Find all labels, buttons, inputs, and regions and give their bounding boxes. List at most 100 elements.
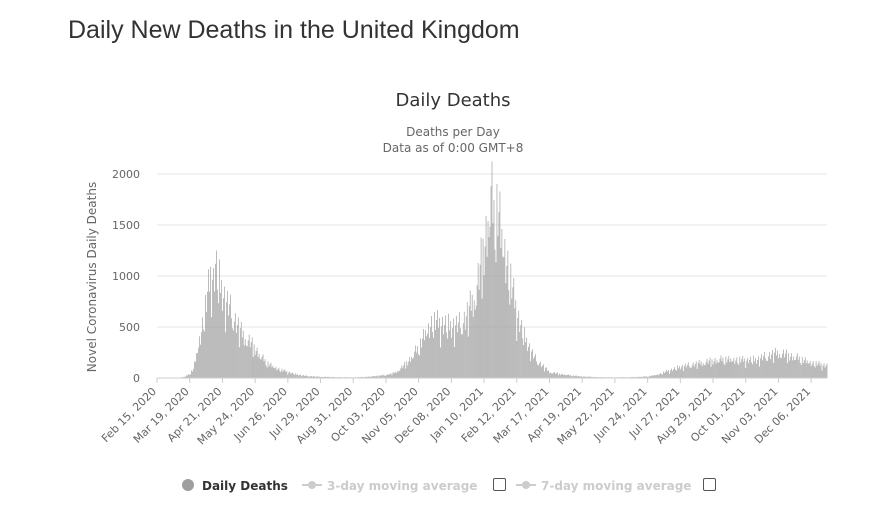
bar	[219, 259, 220, 378]
bar	[191, 370, 193, 378]
chart-subtitle-line-2: Data as of 0:00 GMT+8	[383, 141, 524, 155]
bar	[499, 191, 501, 378]
bar	[516, 341, 518, 378]
bar	[272, 365, 274, 378]
bar	[200, 344, 201, 378]
bar	[500, 247, 502, 378]
checkbox-7day-average[interactable]	[703, 478, 716, 491]
bar	[555, 373, 556, 378]
bar	[527, 350, 529, 378]
bar	[308, 376, 309, 378]
bar	[422, 338, 423, 378]
bar	[503, 257, 505, 378]
bar	[565, 375, 567, 378]
bar	[294, 374, 296, 378]
bar	[734, 363, 736, 378]
bar	[504, 239, 506, 378]
bar	[239, 328, 241, 378]
bar	[498, 212, 500, 378]
legend-marker-3day	[308, 481, 316, 489]
bar	[743, 361, 745, 378]
bar	[733, 357, 735, 378]
bar	[199, 336, 200, 378]
bar	[292, 372, 294, 378]
bar	[667, 371, 668, 378]
bar	[511, 298, 513, 378]
bar	[652, 375, 653, 378]
bar	[819, 365, 821, 378]
bar	[494, 249, 496, 378]
bar	[788, 353, 789, 378]
bar	[581, 376, 583, 378]
bar	[224, 286, 225, 378]
bar	[579, 376, 581, 378]
bar	[544, 371, 545, 378]
bar	[647, 376, 648, 378]
bar	[444, 324, 445, 378]
bar	[724, 365, 726, 378]
bar	[687, 362, 689, 378]
bar	[215, 263, 216, 378]
bar	[362, 376, 364, 378]
bar	[436, 319, 437, 378]
bar	[314, 376, 315, 378]
bar	[280, 372, 282, 378]
bar	[713, 361, 715, 378]
bar	[677, 368, 679, 378]
legend-item-3day-average[interactable]: 3-day moving average	[302, 478, 509, 494]
bar	[386, 374, 388, 378]
bar	[412, 358, 414, 378]
bar	[209, 291, 210, 378]
bar	[417, 346, 419, 378]
bar	[410, 361, 412, 378]
bar	[188, 374, 190, 378]
bar	[531, 351, 532, 378]
bar	[286, 371, 288, 378]
bar	[194, 361, 196, 378]
bar	[762, 360, 763, 378]
bar	[459, 328, 461, 378]
bar	[317, 376, 318, 378]
bar	[691, 365, 693, 378]
bar	[742, 355, 744, 378]
bar	[207, 291, 208, 378]
bar	[771, 354, 772, 378]
bar	[749, 359, 751, 378]
bar	[797, 359, 799, 378]
bar	[786, 349, 787, 378]
bar	[666, 369, 667, 378]
bar	[791, 360, 793, 378]
bar	[570, 376, 572, 378]
checkbox-3day-average[interactable]	[493, 478, 506, 491]
bar	[253, 344, 255, 378]
bar	[371, 376, 373, 378]
bar	[400, 368, 402, 378]
bar	[692, 362, 694, 378]
bar	[651, 375, 652, 378]
bar	[378, 375, 380, 378]
bar	[437, 310, 438, 378]
bar	[483, 275, 485, 378]
bar	[728, 356, 730, 378]
bar	[536, 361, 537, 378]
bar	[751, 362, 753, 378]
legend-item-daily-deaths[interactable]: Daily Deaths	[182, 479, 288, 493]
bar	[403, 365, 405, 378]
bar	[697, 362, 699, 378]
bar	[477, 263, 479, 378]
bar	[243, 345, 245, 378]
bar	[661, 374, 662, 378]
bar	[396, 372, 398, 378]
bar	[821, 370, 823, 378]
bar	[249, 347, 251, 378]
bar	[811, 363, 813, 378]
bar	[475, 305, 477, 378]
bar	[689, 367, 691, 378]
bar	[443, 334, 444, 378]
bar	[740, 362, 742, 378]
legend-item-7day-average[interactable]: 7-day moving average	[516, 478, 719, 494]
bar	[424, 340, 425, 378]
bar	[792, 356, 794, 378]
bar	[291, 373, 293, 378]
bar	[549, 373, 550, 378]
